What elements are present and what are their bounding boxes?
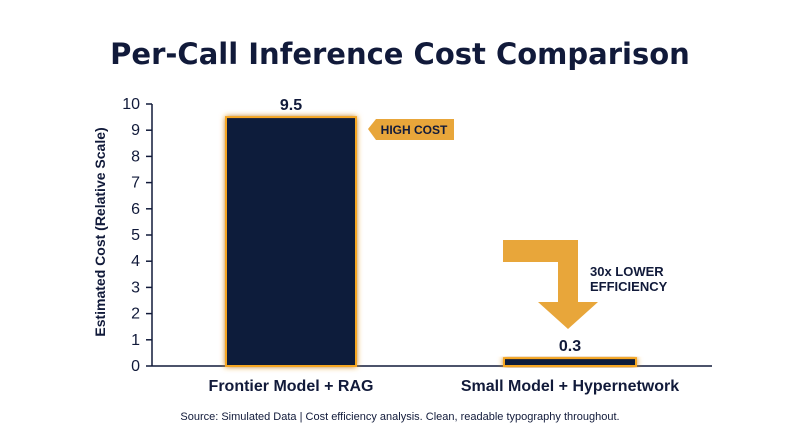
y-tick-label: 5 (131, 227, 140, 244)
bar-value-label: 9.5 (280, 97, 302, 114)
efficiency-note-line2: EFFICIENCY (590, 279, 668, 294)
y-tick-label: 2 (131, 306, 140, 323)
y-tick-label: 1 (131, 332, 140, 349)
y-tick-label: 4 (131, 253, 140, 270)
bars-group: 9.5 Frontier Model + RAG 0.3 Small Model + … (209, 97, 680, 395)
bar-value-label: 0.3 (559, 338, 581, 355)
y-tick-label: 3 (131, 279, 140, 296)
efficiency-note-line1: 30x LOWER (590, 264, 664, 279)
y-tick-label: 7 (131, 175, 140, 192)
source-note: Source: Simulated Data | Cost efficiency… (180, 411, 619, 423)
bar-1 (225, 116, 357, 367)
high-cost-badge: HIGH COST (368, 119, 454, 140)
y-tick-label: 8 (131, 148, 140, 165)
y-tick-label: 0 (131, 358, 140, 375)
high-cost-badge-text: HIGH COST (381, 123, 448, 137)
chart-title: Per-Call Inference Cost Comparison (110, 37, 690, 71)
bent-down-arrow-icon (503, 240, 598, 329)
y-tick-label: 6 (131, 201, 140, 218)
y-tick-label: 9 (131, 122, 140, 139)
x-category-label: Frontier Model + RAG (209, 378, 374, 395)
badge-shape (368, 119, 454, 140)
x-category-label: Small Model + Hypernetwork (461, 378, 679, 395)
bar-2 (503, 357, 637, 368)
y-tick-label: 10 (122, 96, 140, 113)
arrow-shape (503, 240, 598, 329)
y-axis-ticks: 0 1 2 3 4 5 6 7 8 9 10 (122, 96, 152, 375)
y-axis-label: Estimated Cost (Relative Scale) (92, 127, 108, 336)
